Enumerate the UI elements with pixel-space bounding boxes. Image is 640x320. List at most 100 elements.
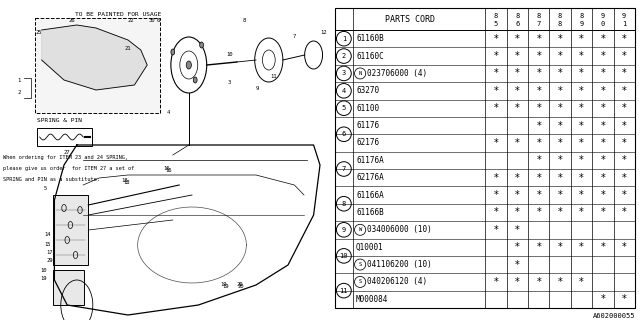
Text: S: S (358, 279, 362, 284)
Text: *: * (536, 68, 541, 78)
Text: *: * (557, 34, 563, 44)
Bar (53, 270, 84, 305)
Text: 25: 25 (35, 30, 42, 36)
Text: 9: 9 (255, 85, 259, 91)
Text: *: * (622, 190, 627, 200)
Text: 27: 27 (64, 150, 70, 155)
Text: *: * (600, 207, 605, 217)
Text: *: * (579, 155, 584, 165)
Text: 19: 19 (222, 284, 228, 290)
Text: 61160C: 61160C (356, 52, 384, 60)
Text: *: * (493, 138, 499, 148)
Text: *: * (493, 190, 499, 200)
Text: 17: 17 (47, 250, 53, 254)
Text: *: * (515, 190, 520, 200)
Text: *: * (579, 51, 584, 61)
Text: 8: 8 (579, 13, 584, 19)
Text: *: * (600, 121, 605, 131)
Text: *: * (515, 103, 520, 113)
Text: 62176A: 62176A (356, 173, 384, 182)
Text: 040206120 (4): 040206120 (4) (367, 277, 428, 286)
Text: *: * (536, 155, 541, 165)
Text: 2: 2 (342, 53, 346, 59)
Text: *: * (600, 68, 605, 78)
Text: *: * (557, 86, 563, 96)
Text: *: * (557, 121, 563, 131)
Text: *: * (493, 277, 499, 287)
Text: 26: 26 (68, 18, 75, 22)
Text: 22: 22 (128, 18, 134, 22)
Text: 61166B: 61166B (356, 208, 384, 217)
Text: 6: 6 (157, 18, 161, 22)
Text: *: * (493, 103, 499, 113)
Text: *: * (622, 86, 627, 96)
Text: A602000055: A602000055 (593, 313, 635, 319)
Text: 023706000 (4): 023706000 (4) (367, 69, 428, 78)
Text: *: * (515, 225, 520, 235)
Text: 10: 10 (226, 52, 232, 58)
Text: *: * (536, 242, 541, 252)
Text: *: * (493, 34, 499, 44)
Text: *: * (622, 138, 627, 148)
Bar (53, 195, 88, 265)
Text: *: * (579, 34, 584, 44)
Text: *: * (622, 173, 627, 183)
Text: 0: 0 (601, 21, 605, 27)
Text: 29: 29 (47, 258, 53, 262)
Text: *: * (579, 173, 584, 183)
Text: 61166A: 61166A (356, 191, 384, 200)
Text: SPRING and PIN as a substitute.: SPRING and PIN as a substitute. (3, 177, 100, 182)
Text: 9: 9 (579, 21, 584, 27)
Text: 8: 8 (515, 13, 520, 19)
Text: 61176: 61176 (356, 121, 379, 130)
Text: 6: 6 (515, 21, 520, 27)
Text: *: * (600, 242, 605, 252)
Text: 61176A: 61176A (356, 156, 384, 165)
Text: *: * (600, 103, 605, 113)
Text: 18: 18 (124, 180, 130, 186)
Text: 8: 8 (536, 13, 541, 19)
Text: *: * (536, 277, 541, 287)
Text: *: * (600, 155, 605, 165)
Text: *: * (536, 103, 541, 113)
Text: 8: 8 (243, 18, 246, 22)
Text: 11: 11 (340, 288, 348, 294)
Text: 18: 18 (122, 178, 128, 182)
Text: *: * (579, 86, 584, 96)
Text: *: * (557, 277, 563, 287)
Text: 30: 30 (149, 18, 156, 22)
Text: *: * (515, 242, 520, 252)
Text: *: * (493, 86, 499, 96)
Text: *: * (600, 190, 605, 200)
Circle shape (193, 77, 197, 83)
Text: 041106200 (10): 041106200 (10) (367, 260, 432, 269)
Circle shape (186, 61, 191, 69)
Text: *: * (493, 173, 499, 183)
Text: *: * (622, 121, 627, 131)
Text: 9: 9 (622, 13, 627, 19)
Text: 3: 3 (227, 79, 231, 84)
Text: 63270: 63270 (356, 86, 379, 95)
Text: SPRING & PIN: SPRING & PIN (37, 118, 82, 123)
Text: S: S (358, 262, 362, 267)
Text: *: * (600, 51, 605, 61)
Text: *: * (557, 190, 563, 200)
Text: *: * (579, 207, 584, 217)
Text: 61160B: 61160B (356, 34, 384, 43)
Text: *: * (493, 68, 499, 78)
Text: 8: 8 (558, 13, 562, 19)
Text: 7: 7 (292, 34, 296, 38)
Text: When ordering for ITEM 23 and 24 SPRING,: When ordering for ITEM 23 and 24 SPRING, (3, 155, 128, 160)
Text: 20: 20 (237, 283, 243, 287)
Text: 4: 4 (166, 110, 170, 116)
Text: *: * (536, 51, 541, 61)
Text: 7: 7 (536, 21, 541, 27)
Text: *: * (600, 34, 605, 44)
Text: *: * (515, 173, 520, 183)
Text: *: * (600, 138, 605, 148)
Text: 16: 16 (165, 167, 172, 172)
Text: please give us order  for ITEM 27 a set of: please give us order for ITEM 27 a set o… (3, 166, 134, 171)
Text: *: * (622, 68, 627, 78)
Text: *: * (493, 51, 499, 61)
Text: *: * (536, 173, 541, 183)
